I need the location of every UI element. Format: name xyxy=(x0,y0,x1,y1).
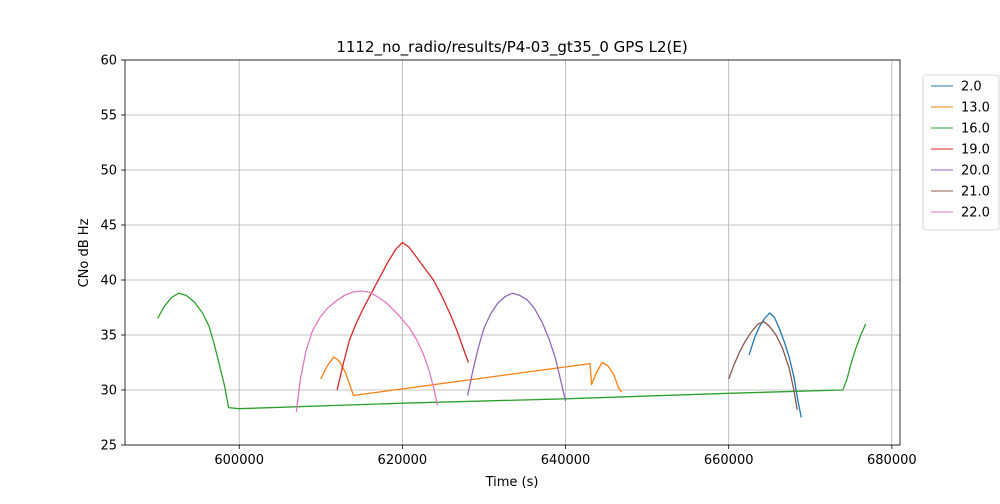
legend-label: 19.0 xyxy=(961,143,990,158)
ticks: 600000 620000 640000 660000 680000 25 30 35 40 45… xyxy=(100,54,916,469)
series-line-13.0 xyxy=(320,356,623,397)
y-tick-label: 40 xyxy=(100,274,117,289)
series-line-19.0 xyxy=(336,241,470,391)
plot-frame xyxy=(124,59,901,446)
y-tick-label: 60 xyxy=(100,54,117,69)
x-tick-label: 620000 xyxy=(378,453,428,468)
legend-label: 16.0 xyxy=(961,122,990,137)
series-layer xyxy=(157,241,867,418)
legend-label: 2.0 xyxy=(961,80,982,95)
y-tick-label: 50 xyxy=(100,164,117,179)
series-line-16.0 xyxy=(157,292,867,410)
x-tick-label: 640000 xyxy=(541,453,591,468)
y-tick-label: 35 xyxy=(100,329,117,344)
legend-label: 20.0 xyxy=(961,164,990,179)
x-axis-label: Time (s) xyxy=(485,475,539,490)
y-tick-label: 25 xyxy=(100,439,117,454)
grid xyxy=(125,59,900,446)
chart-title: 1112_no_radio/results/P4-03_gt35_0 GPS L… xyxy=(336,38,687,57)
series-line-21.0 xyxy=(728,321,798,410)
series-line-2.0 xyxy=(748,312,802,418)
legend-label: 22.0 xyxy=(961,206,990,221)
legend-label: 13.0 xyxy=(961,101,990,116)
x-tick-label: 600000 xyxy=(214,453,264,468)
series-line-22.0 xyxy=(295,290,439,413)
legend: 2.0 13.0 16.0 19.0 20.0 21.0 22.0 xyxy=(922,74,1000,231)
y-tick-label: 55 xyxy=(100,109,117,124)
series-line-20.0 xyxy=(466,292,567,402)
y-tick-label: 45 xyxy=(100,219,117,234)
legend-label: 21.0 xyxy=(961,185,990,200)
x-tick-label: 680000 xyxy=(867,453,917,468)
x-tick-label: 660000 xyxy=(704,453,754,468)
y-tick-label: 30 xyxy=(100,384,117,399)
y-axis-label: CNo dB Hz xyxy=(77,218,92,287)
